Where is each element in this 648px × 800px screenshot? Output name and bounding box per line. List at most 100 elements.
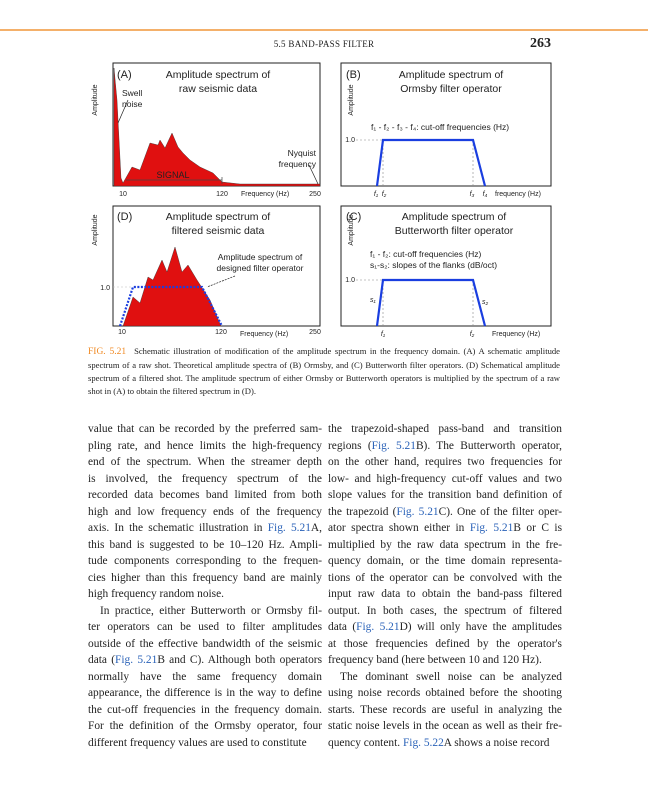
- text-segment: output. In both cases, the spectrum of f…: [328, 604, 562, 617]
- panel-d: (D) Amplitude spectrum of filtered seism…: [92, 205, 321, 338]
- text-segment: tude components corresponding to the fre…: [88, 555, 322, 567]
- text-segment: low- and high-frequency cut-off values a…: [328, 472, 562, 485]
- figure-link[interactable]: Fig. 5.21: [371, 439, 416, 452]
- figure-link[interactable]: Fig. 5.21: [356, 621, 400, 633]
- text-line: normally have the same frequency domain: [88, 669, 322, 686]
- text-segment: quency domain, or the time domain repres…: [328, 555, 562, 567]
- text-line: output. In both cases, the spectrum of f…: [328, 603, 562, 620]
- text-line: the cut-off frequencies in the frequency…: [88, 702, 322, 719]
- text-line: the trapezoid (Fig. 5.21C). One of the f…: [328, 504, 562, 521]
- text-line: pling rate, and hence limits the high-fr…: [88, 438, 322, 455]
- text-line: ter operators can be used to filter ampl…: [88, 619, 322, 636]
- text-segment: is involved, the frequency spectrum of t…: [88, 472, 322, 485]
- text-segment: cies higher than this frequency band are…: [88, 571, 322, 584]
- figure-link[interactable]: Fig. 5.21: [267, 522, 311, 534]
- text-line: For the definition of the Ormsby operato…: [88, 718, 322, 735]
- panel-title: Butterworth filter operator: [395, 225, 514, 237]
- x-axis-label: Frequency (Hz): [240, 331, 288, 338]
- text-segment: B or C is: [513, 522, 563, 534]
- body-column-right: the trapezoid-shaped pass-band and trans…: [328, 421, 562, 751]
- text-segment: this band is suggested to be 10–120 Hz. …: [88, 538, 322, 551]
- text-line: multiplied by the raw data spectrum in t…: [328, 537, 562, 554]
- text-line: recorded data becomes band limited from …: [88, 487, 322, 504]
- x-tick: f₂: [382, 191, 387, 198]
- text-line: data (Fig. 5.21D) will only have the amp…: [328, 619, 562, 636]
- x-tick: f₂: [470, 331, 475, 338]
- x-tick: 10: [119, 191, 127, 198]
- text-segment: quency content.: [328, 736, 403, 749]
- text-line: tions of the operator can be convolved w…: [328, 570, 562, 587]
- text-line: different frequency values are used to c…: [88, 735, 322, 752]
- panel-title: Amplitude spectrum of: [399, 69, 504, 81]
- text-segment: B and C). Although both operators: [157, 654, 322, 666]
- body-column-left: value that can be recorded by the prefer…: [88, 421, 322, 751]
- x-tick: 10: [118, 329, 126, 336]
- text-segment: slope values for the transition band def…: [328, 489, 562, 501]
- figure-link[interactable]: Fig. 5.21: [396, 505, 439, 518]
- text-line: ator spectra shown either in Fig. 5.21B …: [328, 520, 562, 537]
- ormsby-operator: [375, 138, 487, 187]
- annotation: Nyquist: [288, 148, 317, 158]
- text-segment: outside of the effective bandwidth of th…: [88, 637, 322, 650]
- text-segment: data (: [88, 654, 116, 666]
- text-line: input raw data to obtain the band-pass f…: [328, 586, 562, 603]
- text-segment: the trapezoid (: [328, 505, 397, 518]
- text-segment: B). The Butterworth operator,: [415, 439, 562, 452]
- annotation: noise: [122, 99, 143, 109]
- text-line: quency content. Fig. 5.22A shows a noise…: [328, 735, 562, 752]
- text-segment: at those frequencies defined by the oper…: [328, 637, 562, 650]
- text-segment: static noise levels in the ocean as well…: [328, 720, 562, 732]
- panel-title: Amplitude spectrum of: [166, 69, 271, 81]
- x-tick: f₁: [381, 331, 386, 338]
- raw-spectrum: [113, 67, 321, 187]
- text-segment: axis. In the schematic illustration in: [88, 522, 268, 534]
- text-line: high frequency random noise.: [88, 586, 322, 603]
- y-axis-label: Amplitude: [92, 84, 99, 115]
- filtered-spectrum: [122, 246, 222, 327]
- figure-link[interactable]: Fig. 5.21: [115, 654, 158, 666]
- x-tick: 120: [216, 191, 228, 198]
- x-axis-label: frequency (Hz): [495, 191, 541, 198]
- figure-5-21: (A) Amplitude spectrum of raw seismic da…: [92, 62, 552, 338]
- annotation: Swell: [122, 88, 142, 98]
- x-tick: 120: [215, 329, 227, 336]
- text-segment: A shows a noise record: [443, 736, 550, 749]
- caption-label: FIG. 5.21: [88, 347, 127, 357]
- text-line: appearance, the difference is in the way…: [88, 685, 322, 702]
- text-segment: pling rate, and hence limits the high-fr…: [88, 439, 322, 452]
- text-segment: different frequency values are used to c…: [88, 736, 307, 749]
- text-segment: ter operators can be used to filter ampl…: [88, 621, 322, 633]
- annotation: SIGNAL: [156, 170, 189, 180]
- text-line: regions (Fig. 5.21B). The Butterworth op…: [328, 438, 562, 455]
- y-axis-label: Amplitude: [92, 214, 99, 245]
- level-label: 1.0: [100, 285, 110, 292]
- figure-link[interactable]: Fig. 5.21: [469, 522, 514, 534]
- text-line: low- and high-frequency cut-off values a…: [328, 471, 562, 488]
- x-tick: f₁: [374, 191, 379, 198]
- text-line: high and low frequency ends of the frequ…: [88, 504, 322, 521]
- panel-label: (B): [346, 69, 361, 81]
- text-segment: A,: [310, 522, 322, 534]
- x-axis-label: Frequency (Hz): [241, 191, 289, 198]
- annotation: f₁ - f₂: cut-off frequencies (Hz): [370, 249, 482, 259]
- text-segment: value that can be recorded by the prefer…: [88, 423, 322, 435]
- panel-b: (B) Amplitude spectrum of Ormsby filter …: [340, 62, 552, 198]
- panel-label: (C): [346, 211, 361, 223]
- y-axis-label: Amplitude: [348, 214, 355, 245]
- text-segment: tions of the operator can be convolved w…: [328, 571, 562, 584]
- text-line: the trapezoid-shaped pass-band and trans…: [328, 421, 562, 438]
- text-line: cies higher than this frequency band are…: [88, 570, 322, 587]
- text-segment: In practice, either Butterworth or Ormsb…: [100, 604, 322, 617]
- page-number: 263: [530, 36, 551, 51]
- panel-title: Amplitude spectrum of: [166, 211, 271, 223]
- panel-title: filtered seismic data: [172, 225, 265, 237]
- figure-link[interactable]: Fig. 5.22: [402, 736, 444, 749]
- figure-caption: FIG. 5.21 Schematic illustration of modif…: [88, 345, 560, 398]
- text-segment: regions (: [328, 439, 372, 452]
- text-segment: D) will only have the amplitudes: [399, 621, 562, 633]
- text-line: frequency band (here between 10 and 120 …: [328, 652, 562, 669]
- text-line: is involved, the frequency spectrum of t…: [88, 471, 322, 488]
- text-segment: using noise records obtained before the …: [328, 687, 562, 699]
- text-segment: frequency band (here between 10 and 120 …: [328, 654, 542, 666]
